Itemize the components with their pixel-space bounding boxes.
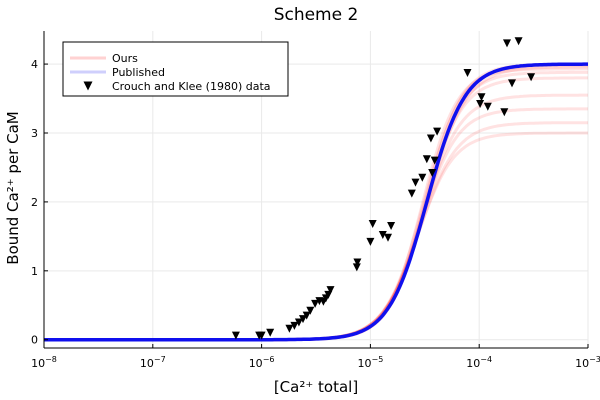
chart-title: Scheme 2 xyxy=(274,5,359,25)
data-point xyxy=(266,328,275,337)
y-tick-label: 4 xyxy=(31,58,38,71)
data-point xyxy=(378,231,387,239)
published-curve xyxy=(44,62,588,342)
data-point xyxy=(294,318,303,327)
plot-area xyxy=(44,37,588,342)
data-point xyxy=(508,79,516,88)
data-point xyxy=(428,169,437,177)
data-point xyxy=(257,331,266,340)
x-axis-label: [Ca²⁺ total] xyxy=(274,378,358,396)
data-point xyxy=(418,173,427,182)
x-tick-exponent: −8 xyxy=(45,355,57,364)
data-point xyxy=(352,263,361,272)
y-tick-label: 3 xyxy=(31,127,38,140)
data-point xyxy=(306,306,315,315)
data-point xyxy=(290,321,299,330)
y-tick-labels: 0 1 2 3 4 xyxy=(31,58,38,347)
data-point xyxy=(366,237,375,246)
data-point xyxy=(285,324,294,333)
y-axis-label: Bound Ca²⁺ per CaM xyxy=(4,111,22,264)
legend-label: Ours xyxy=(112,52,138,65)
data-point xyxy=(231,331,240,340)
y-tick-label: 2 xyxy=(31,196,38,209)
legend-label: Crouch and Klee (1980) data xyxy=(112,80,271,93)
data-point xyxy=(503,39,511,48)
data-point xyxy=(500,108,509,117)
data-point xyxy=(483,102,492,111)
legend-swatch-data xyxy=(83,81,93,91)
data-point xyxy=(407,189,416,198)
data-point xyxy=(326,286,335,295)
data-point xyxy=(299,315,307,324)
data-point xyxy=(387,222,396,230)
data-point xyxy=(433,127,442,136)
legend-label: Published xyxy=(112,66,165,79)
x-tick-exponent: −4 xyxy=(480,355,492,364)
x-tick-exponent: −5 xyxy=(372,355,384,364)
data-point xyxy=(426,134,435,143)
y-tick-label: 0 xyxy=(31,334,38,347)
data-point xyxy=(411,178,420,187)
data-point xyxy=(430,156,439,165)
y-tick-label: 1 xyxy=(31,265,38,278)
data-point xyxy=(463,69,472,77)
data-point xyxy=(476,100,485,108)
legend-box xyxy=(62,41,289,97)
data-point xyxy=(302,311,311,320)
data-point xyxy=(514,37,523,46)
data-point xyxy=(311,299,320,308)
data-point xyxy=(368,220,377,228)
data-point xyxy=(422,155,431,164)
axes xyxy=(43,31,589,349)
data-point xyxy=(527,73,536,82)
x-tick-exponent: −6 xyxy=(263,355,275,364)
data-point xyxy=(384,233,392,242)
x-tick-exponent: −3 xyxy=(589,355,600,364)
data-point xyxy=(353,258,362,267)
data-point xyxy=(477,93,486,102)
x-tick-exponent: −7 xyxy=(154,355,166,364)
